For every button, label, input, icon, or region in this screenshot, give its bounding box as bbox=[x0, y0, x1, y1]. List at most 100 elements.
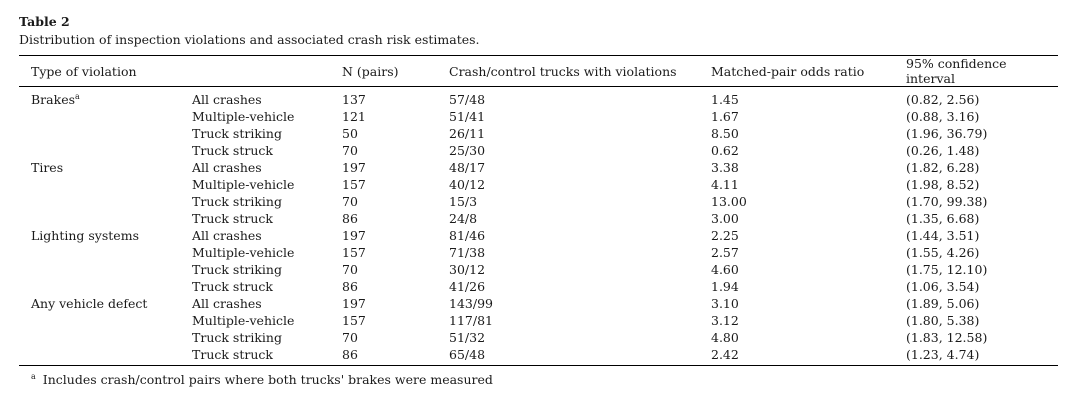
header-n-pairs: N (pairs) bbox=[342, 55, 449, 87]
confidence-interval-cell: (1.96, 36.79) bbox=[906, 126, 988, 141]
odds-ratio-cell: 2.42 bbox=[711, 346, 906, 366]
table-body: Brakesa All crashes 137 57/48 1.45 (0.82, 2.5… bbox=[19, 87, 1058, 366]
violation-type-cell bbox=[19, 329, 192, 346]
odds-ratio-cell: 8.50 bbox=[711, 126, 739, 141]
table-row: Truck struck 86 41/26 1.94 (1.06, 3.54) bbox=[19, 278, 1058, 295]
table-row: Truck struck 70 25/30 0.62 (0.26, 1.48) bbox=[19, 142, 1058, 159]
violation-type-cell bbox=[19, 312, 192, 329]
subgroup-cell: Multiple-vehicle bbox=[192, 245, 295, 260]
n-pairs-cell: 70 bbox=[342, 330, 358, 345]
confidence-interval-cell: (0.82, 2.56) bbox=[906, 92, 980, 107]
table-row: Truck striking 70 30/12 4.60 (1.75, 12.10) bbox=[19, 261, 1058, 278]
crash-control-cell: 15/3 bbox=[449, 194, 478, 209]
n-pairs-cell: 70 bbox=[342, 143, 358, 158]
table-row: Truck striking 70 15/3 13.00 (1.70, 99.38) bbox=[19, 193, 1058, 210]
violation-type-cell bbox=[19, 142, 192, 159]
odds-ratio-cell: 1.45 bbox=[711, 92, 739, 107]
violation-type-cell bbox=[19, 261, 192, 278]
crash-control-cell: 117/81 bbox=[449, 313, 493, 328]
odds-ratio-cell: 13.00 bbox=[711, 194, 747, 209]
odds-ratio-cell: 1.67 bbox=[711, 109, 739, 124]
crash-control-cell: 41/26 bbox=[449, 279, 486, 294]
violation-type-cell bbox=[19, 125, 192, 142]
crash-control-cell: 71/38 bbox=[449, 245, 486, 260]
violation-type-cell: Any vehicle defect bbox=[19, 295, 192, 312]
crash-control-cell: 51/41 bbox=[449, 109, 486, 124]
n-pairs-cell: 197 bbox=[342, 160, 366, 175]
odds-ratio-cell: 4.11 bbox=[711, 177, 739, 192]
confidence-interval-cell: (1.82, 6.28) bbox=[906, 160, 980, 175]
header-subgroup bbox=[192, 55, 342, 87]
confidence-interval-cell: (1.23, 4.74) bbox=[906, 346, 1058, 366]
violation-type-cell: Lighting systems bbox=[19, 227, 192, 244]
subgroup-cell: All crashes bbox=[192, 160, 262, 175]
n-pairs-cell: 86 bbox=[342, 346, 449, 366]
violation-type-cell bbox=[19, 210, 192, 227]
subgroup-cell: Multiple-vehicle bbox=[192, 313, 295, 328]
confidence-interval-cell: (1.80, 5.38) bbox=[906, 313, 980, 328]
subgroup-cell: Truck striking bbox=[192, 126, 282, 141]
violation-type-cell bbox=[19, 346, 192, 366]
table-row: Lighting systems All crashes 197 81/46 2.25 (… bbox=[19, 227, 1058, 244]
violation-type-label: Any vehicle defect bbox=[31, 296, 148, 311]
confidence-interval-cell: (1.06, 3.54) bbox=[906, 279, 980, 294]
n-pairs-cell: 121 bbox=[342, 109, 366, 124]
subgroup-cell: Truck struck bbox=[192, 211, 273, 226]
violation-type-cell bbox=[19, 176, 192, 193]
odds-ratio-cell: 3.00 bbox=[711, 211, 739, 226]
header-crash-control: Crash/control trucks with violations bbox=[449, 55, 711, 87]
table-row: Multiple-vehicle 157 117/81 3.12 (1.80, 5.38… bbox=[19, 312, 1058, 329]
table-row: Brakesa All crashes 137 57/48 1.45 (0.82, 2.5… bbox=[19, 87, 1058, 109]
header-row: Type of violation N (pairs) Crash/contro… bbox=[19, 55, 1058, 87]
violation-type-cell bbox=[19, 278, 192, 295]
odds-ratio-cell: 0.62 bbox=[711, 143, 739, 158]
subgroup-cell: Truck struck bbox=[192, 143, 273, 158]
violation-type-cell bbox=[19, 108, 192, 125]
subgroup-cell: Multiple-vehicle bbox=[192, 177, 295, 192]
crash-control-cell: 81/46 bbox=[449, 228, 486, 243]
odds-ratio-cell: 2.25 bbox=[711, 228, 739, 243]
confidence-interval-cell: (0.26, 1.48) bbox=[906, 143, 980, 158]
violations-table: Type of violation N (pairs) Crash/contro… bbox=[19, 55, 1058, 366]
table-row: Truck struck 86 65/48 2.42 (1.23, 4.74) bbox=[19, 346, 1058, 366]
violation-type-label: Lighting systems bbox=[31, 228, 139, 243]
confidence-interval-cell: (1.44, 3.51) bbox=[906, 228, 980, 243]
table-container: Table 2 Distribution of inspection viola… bbox=[19, 14, 1058, 387]
odds-ratio-cell: 4.80 bbox=[711, 330, 739, 345]
n-pairs-cell: 197 bbox=[342, 296, 366, 311]
subgroup-cell: Truck struck bbox=[192, 346, 342, 366]
n-pairs-cell: 50 bbox=[342, 126, 358, 141]
confidence-interval-cell: (1.75, 12.10) bbox=[906, 262, 988, 277]
odds-ratio-cell: 4.60 bbox=[711, 262, 739, 277]
footnote-ref: a bbox=[75, 92, 80, 101]
subgroup-cell: Truck striking bbox=[192, 330, 282, 345]
odds-ratio-cell: 2.57 bbox=[711, 245, 739, 260]
header-confidence-interval: 95% confidence interval bbox=[906, 55, 1058, 87]
footnote-mark: a bbox=[31, 372, 36, 381]
n-pairs-cell: 70 bbox=[342, 262, 358, 277]
crash-control-cell: 24/8 bbox=[449, 211, 478, 226]
violation-type-label: Tires bbox=[31, 160, 64, 175]
table-title: Table 2 bbox=[19, 14, 70, 29]
violation-type-label: Brakes bbox=[31, 92, 76, 107]
crash-control-cell: 25/30 bbox=[449, 143, 486, 158]
header-odds-ratio: Matched-pair odds ratio bbox=[711, 55, 906, 87]
table-row: Any vehicle defect All crashes 197 143/99 3.… bbox=[19, 295, 1058, 312]
odds-ratio-cell: 1.94 bbox=[711, 279, 739, 294]
subgroup-cell: Truck struck bbox=[192, 279, 273, 294]
subgroup-cell: Truck striking bbox=[192, 262, 282, 277]
n-pairs-cell: 86 bbox=[342, 211, 358, 226]
confidence-interval-cell: (1.35, 6.68) bbox=[906, 211, 980, 226]
n-pairs-cell: 157 bbox=[342, 177, 366, 192]
table-row: Tires All crashes 197 48/17 3.38 (1.82, 6.28) bbox=[19, 159, 1058, 176]
table-row: Multiple-vehicle 157 71/38 2.57 (1.55, 4.26) bbox=[19, 244, 1058, 261]
confidence-interval-cell: (1.83, 12.58) bbox=[906, 330, 988, 345]
table-caption: Distribution of inspection violations an… bbox=[19, 32, 480, 47]
subgroup-cell: All crashes bbox=[192, 228, 262, 243]
table-row: Multiple-vehicle 157 40/12 4.11 (1.98, 8.52) bbox=[19, 176, 1058, 193]
subgroup-cell: All crashes bbox=[192, 296, 262, 311]
subgroup-cell: All crashes bbox=[192, 92, 262, 107]
subgroup-cell: Multiple-vehicle bbox=[192, 109, 295, 124]
n-pairs-cell: 157 bbox=[342, 313, 366, 328]
n-pairs-cell: 86 bbox=[342, 279, 358, 294]
